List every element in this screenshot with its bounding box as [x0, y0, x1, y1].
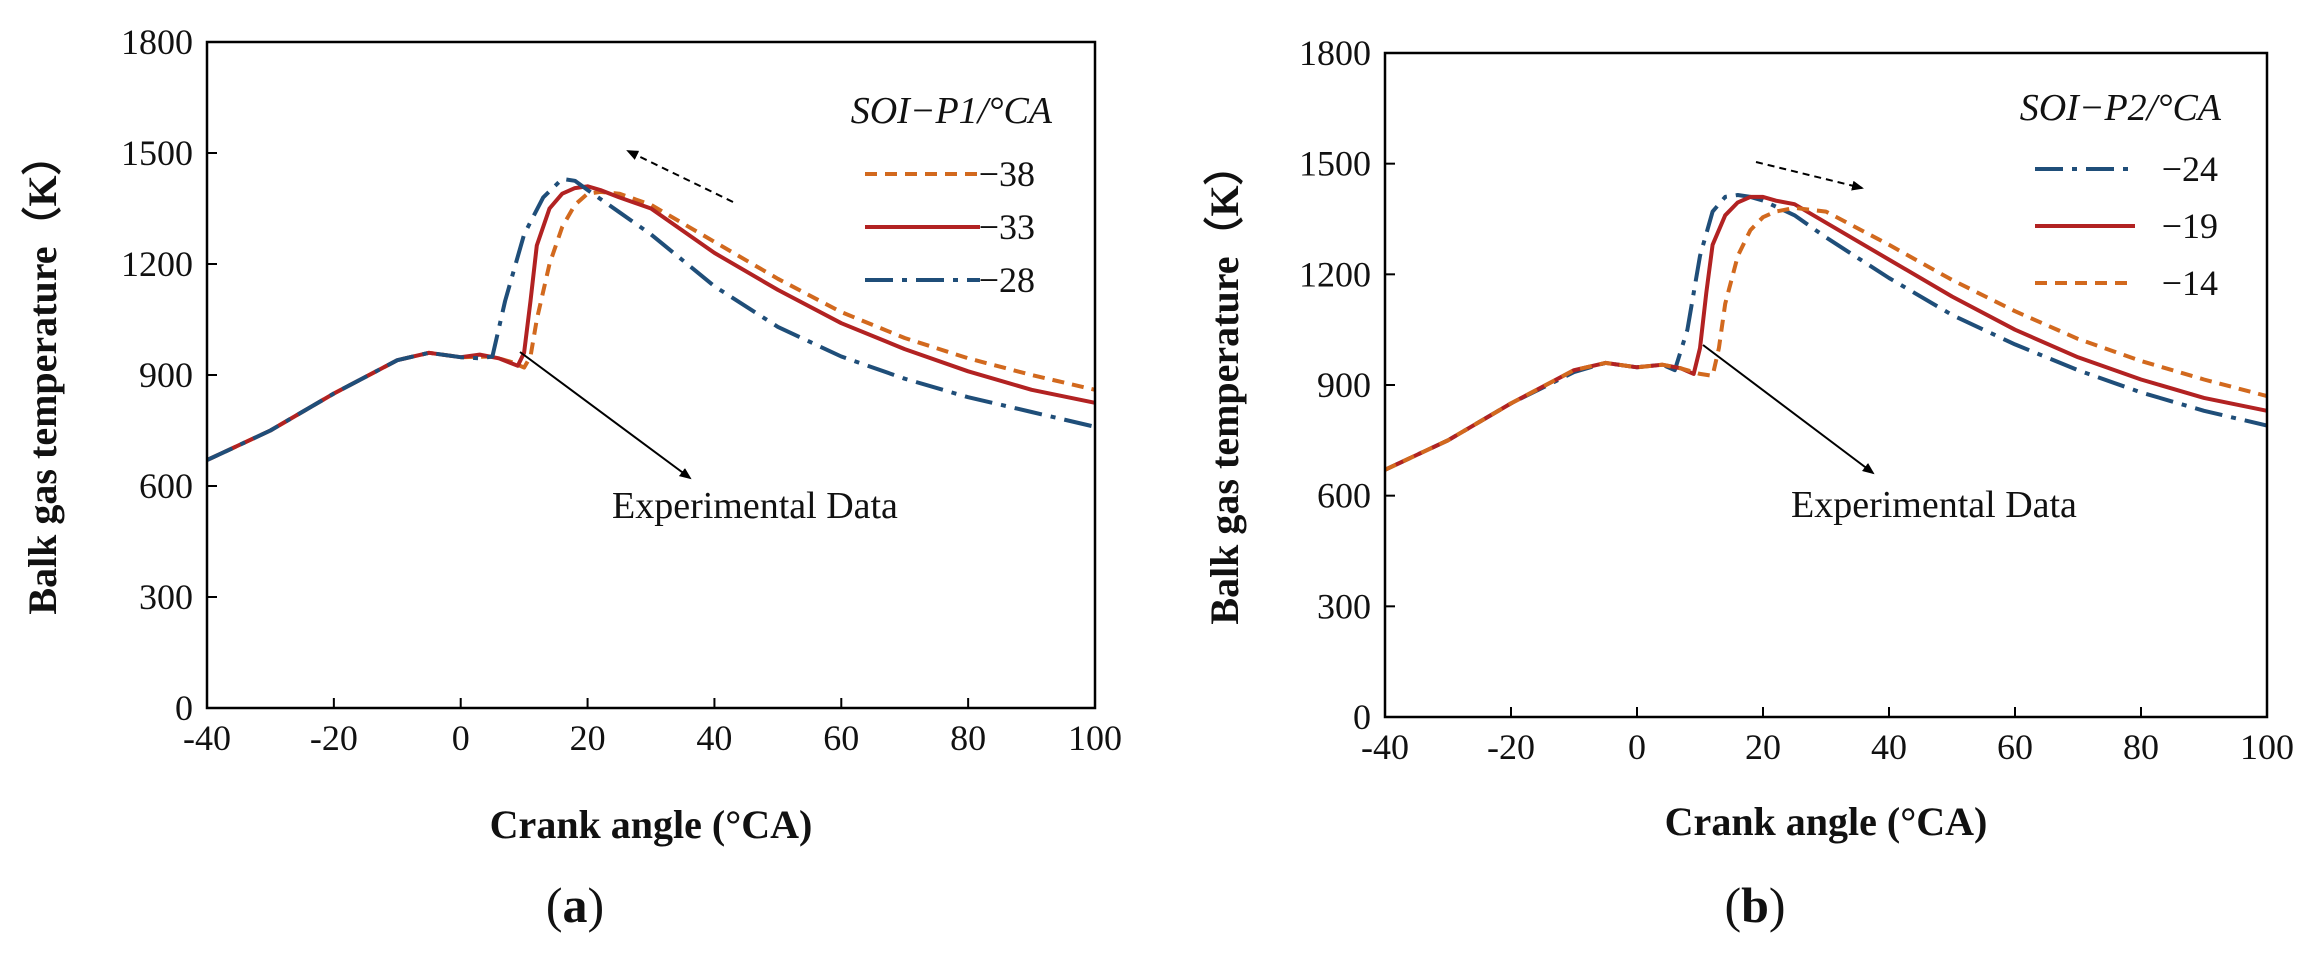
y-tick-label: 600: [1317, 476, 1371, 516]
y-tick-label: 1800: [1299, 33, 1371, 73]
y-tick-label: 1800: [121, 22, 193, 62]
legend-title: SOI−P1/°CA: [851, 90, 1053, 132]
plot-frame: [1383, 51, 2269, 719]
y-tick-label: 900: [139, 355, 193, 395]
x-tick-label: 0: [452, 718, 470, 758]
x-tick-label: 100: [1068, 718, 1122, 758]
plot-frame: [205, 40, 1097, 710]
chart-panel-b: -40 -20 0 20 40 60 80 100 0 300 600 900 1200 1500 1800…: [1202, 33, 2294, 933]
x-tick-label: -40: [183, 718, 231, 758]
x-tick-label: 0: [1628, 727, 1646, 767]
x-tick-label: 80: [950, 718, 986, 758]
x-tick-label: 80: [2123, 727, 2159, 767]
series-line-2: [1384, 205, 2268, 472]
annotation-arrow: [1702, 344, 1875, 475]
trend-arrow-left: [626, 150, 734, 203]
legend-label-0: −38: [979, 154, 1035, 194]
series-lines: [206, 176, 1096, 462]
x-tick-label: 20: [570, 718, 606, 758]
x-tick-label: -20: [1487, 727, 1535, 767]
x-tick-label: 20: [1745, 727, 1781, 767]
x-tick-label: -40: [1361, 727, 1409, 767]
y-axis-label: Balk gas temperature（K）: [20, 135, 65, 614]
series-line-0: [1384, 193, 2268, 472]
legend-label-0: −24: [2162, 149, 2218, 189]
x-axis-label: Crank angle (°CA): [490, 802, 813, 847]
series-lines: [1384, 193, 2268, 472]
legend-label-1: −19: [2162, 206, 2218, 246]
legend-title: SOI−P2/°CA: [2020, 87, 2222, 129]
legend-label-1: −33: [979, 207, 1035, 247]
chart-panel-a: -40 -20 0 20 40 60 80 100 0 300 600 900 1200 1500 1800…: [20, 22, 1122, 933]
trend-arrow-right: [1755, 161, 1864, 191]
series-line-2: [206, 176, 1096, 462]
legend-label-2: −14: [2162, 263, 2218, 303]
y-tick-label: 300: [1317, 586, 1371, 626]
y-axis-label: Balk gas temperature（K）: [1202, 145, 1247, 624]
y-tick-label: 900: [1317, 365, 1371, 405]
y-tick-label: 0: [1353, 697, 1371, 737]
y-tick-label: 300: [139, 577, 193, 617]
legend: −24 −19 −14: [2035, 149, 2218, 303]
panel-letter-b: b: [1741, 877, 1769, 933]
y-tick-label: 0: [175, 688, 193, 728]
series-line-1: [206, 184, 1096, 462]
panel-label-b: (b): [1724, 877, 1785, 933]
series-line-1: [1384, 194, 2268, 472]
series-line-0: [206, 189, 1096, 462]
y-tick-label: 600: [139, 466, 193, 506]
x-axis-label: Crank angle (°CA): [1665, 799, 1988, 844]
y-tick-label: 1200: [1299, 254, 1371, 294]
y-tick-label: 1200: [121, 244, 193, 284]
axis-ticks: -40 -20 0 20 40 60 80 100 0 300 600 900 1200 1500 1800: [1299, 33, 2294, 767]
x-tick-label: 40: [696, 718, 732, 758]
y-tick-label: 1500: [121, 133, 193, 173]
annotation-arrow: [519, 351, 692, 480]
panel-letter-a: a: [563, 877, 588, 933]
legend-label-2: −28: [979, 260, 1035, 300]
x-tick-label: 100: [2240, 727, 2294, 767]
annotation-experimental-data: Experimental Data: [612, 485, 898, 527]
x-tick-label: 60: [1997, 727, 2033, 767]
x-tick-label: 40: [1871, 727, 1907, 767]
legend: −38 −33 −28: [865, 154, 1035, 300]
annotation-experimental-data: Experimental Data: [1791, 484, 2077, 526]
y-tick-label: 1500: [1299, 144, 1371, 184]
axis-ticks: -40 -20 0 20 40 60 80 100 0 300 600 900 1200 1500 1800: [121, 22, 1122, 758]
x-tick-label: -20: [310, 718, 358, 758]
x-tick-label: 60: [823, 718, 859, 758]
panel-label-a: (a): [546, 877, 604, 933]
